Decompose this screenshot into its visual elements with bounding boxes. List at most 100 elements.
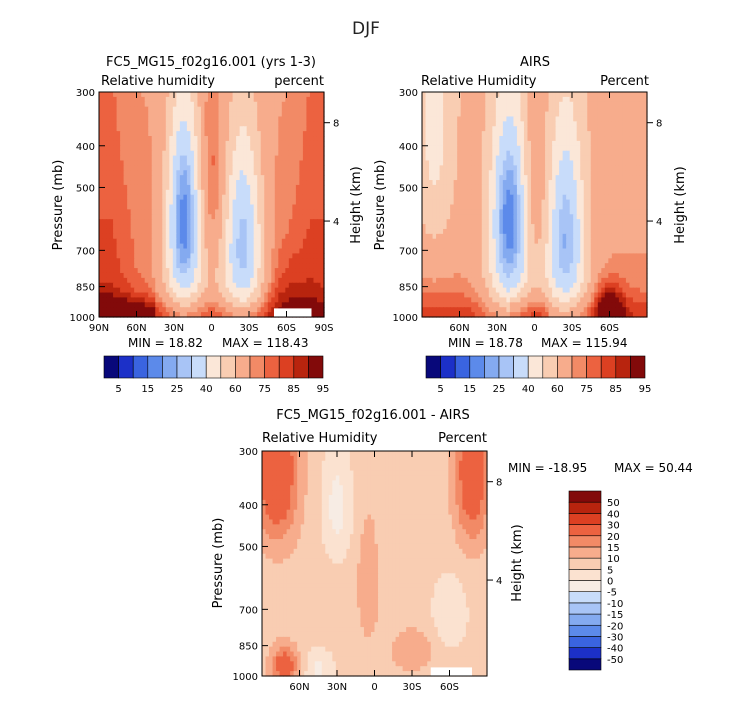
heatmap-cell (636, 214, 640, 219)
heatmap-cell (134, 253, 138, 258)
heatmap-cell (506, 116, 510, 121)
heatmap-cell (605, 214, 609, 219)
heatmap-cell (594, 136, 598, 141)
heatmap-cell (166, 175, 170, 180)
heatmap-cell (138, 107, 142, 112)
heatmap-cell (556, 219, 560, 224)
heatmap-cell (636, 102, 640, 107)
heatmap-cell (303, 268, 307, 273)
heatmap-cell (131, 92, 135, 97)
heatmap-cell (422, 160, 426, 165)
heatmap-cell (212, 234, 216, 239)
heatmap-cell (492, 136, 496, 141)
heatmap-cell (282, 97, 286, 102)
heatmap-cell (124, 175, 128, 180)
heatmap-cell (134, 234, 138, 239)
heatmap-cell (124, 219, 128, 224)
heatmap-cell (450, 234, 454, 239)
heatmap-cell (559, 200, 563, 205)
heatmap-cell (464, 126, 468, 131)
heatmap-cell (236, 126, 240, 131)
heatmap-cell (236, 253, 240, 258)
heatmap-cell (183, 185, 187, 190)
heatmap-cell (271, 121, 275, 126)
heatmap-cell (215, 180, 219, 185)
heatmap-cell (457, 136, 461, 141)
heatmap-cell (159, 249, 163, 254)
heatmap-cell (478, 239, 482, 244)
heatmap-cell (187, 229, 191, 234)
heatmap-cell (584, 156, 588, 161)
heatmap-cell (545, 126, 549, 131)
heatmap-cell (542, 224, 546, 229)
heatmap-cell (285, 131, 289, 136)
heatmap-cell (145, 92, 149, 97)
heatmap-cell (127, 102, 131, 107)
heatmap-cell (212, 253, 216, 258)
heatmap-cell (310, 126, 314, 131)
heatmap-cell (222, 136, 226, 141)
heatmap-cell (608, 234, 612, 239)
heatmap-cell (197, 205, 201, 210)
heatmap-cell (134, 209, 138, 214)
heatmap-cell (573, 209, 577, 214)
heatmap-cell (183, 116, 187, 121)
heatmap-cell (250, 307, 254, 312)
heatmap-cell (619, 209, 623, 214)
heatmap-cell (141, 278, 145, 283)
heatmap-cell (461, 205, 465, 210)
heatmap-cell (292, 165, 296, 170)
heatmap-cell (152, 224, 156, 229)
heatmap-cell (229, 205, 233, 210)
heatmap-cell (268, 214, 272, 219)
heatmap-cell (485, 214, 489, 219)
heatmap-cell (478, 190, 482, 195)
heatmap-cell (471, 146, 475, 151)
heatmap-cell (433, 165, 437, 170)
heatmap-cell (566, 116, 570, 121)
heatmap-cell (152, 288, 156, 293)
heatmap-cell (222, 302, 226, 307)
heatmap-cell (222, 160, 226, 165)
heatmap-cell (527, 209, 531, 214)
heatmap-cell (257, 258, 261, 263)
heatmap-cell (426, 102, 430, 107)
heatmap-cell (619, 156, 623, 161)
heatmap-cell (183, 258, 187, 263)
heatmap-cell (190, 141, 194, 146)
heatmap-cell (636, 97, 640, 102)
heatmap-cell (436, 185, 440, 190)
heatmap-cell (306, 170, 310, 175)
heatmap-cell (190, 121, 194, 126)
heatmap-cell (106, 293, 110, 298)
heatmap-cell (250, 121, 254, 126)
heatmap-cell (580, 195, 584, 200)
heatmap-cell (204, 234, 208, 239)
heatmap-cell (622, 185, 626, 190)
heatmap-cell (598, 185, 602, 190)
heatmap-cell (162, 239, 166, 244)
heatmap-cell (485, 97, 489, 102)
heatmap-cell (183, 263, 187, 268)
heatmap-cell (201, 116, 205, 121)
heatmap-cell (549, 214, 553, 219)
heatmap-cell (106, 234, 110, 239)
heatmap-cell (99, 175, 103, 180)
heatmap-cell (422, 234, 426, 239)
heatmap-cell (226, 278, 230, 283)
heatmap-cell (517, 107, 521, 112)
heatmap-cell (145, 156, 149, 161)
heatmap-cell (615, 116, 619, 121)
heatmap-cell (176, 126, 180, 131)
heatmap-cell (468, 156, 472, 161)
heatmap-cell (166, 116, 170, 121)
heatmap-cell (162, 268, 166, 273)
heatmap-cell (190, 258, 194, 263)
heatmap-cell (545, 195, 549, 200)
heatmap-cell (278, 146, 282, 151)
heatmap-cell (257, 112, 261, 117)
heatmap-cell (127, 244, 131, 249)
heatmap-cell (264, 283, 268, 288)
heatmap-cell (138, 297, 142, 302)
heatmap-cell (148, 224, 152, 229)
